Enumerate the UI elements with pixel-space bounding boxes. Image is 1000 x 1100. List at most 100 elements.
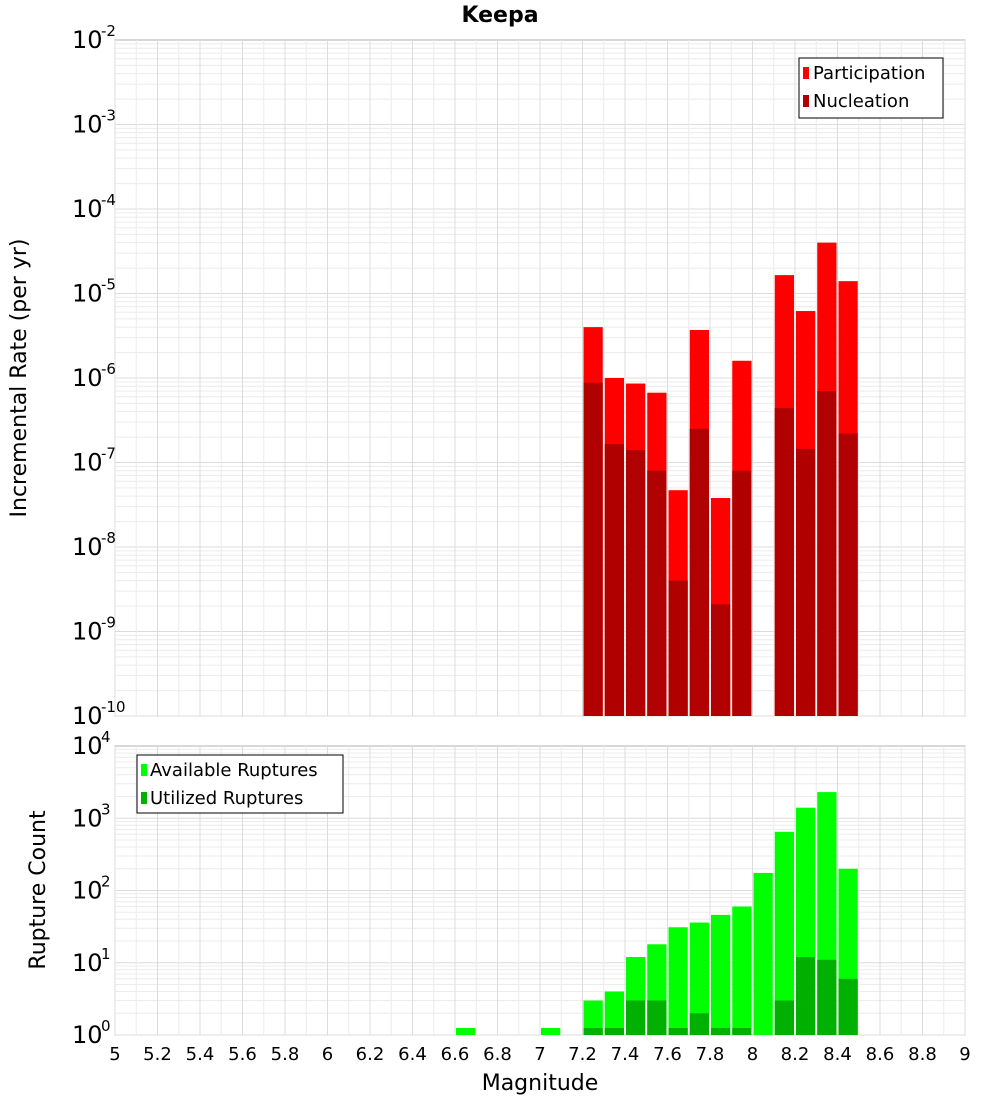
- y-tick-exponent: -6: [101, 360, 116, 378]
- bar-available-ruptures: [604, 991, 624, 1035]
- y-tick-exponent: 4: [101, 728, 111, 746]
- bar-nucleation: [711, 604, 731, 716]
- bar-utilized-ruptures: [604, 1028, 624, 1035]
- y-tick-label: 10: [72, 280, 103, 308]
- legend-swatch-participation: [803, 67, 809, 79]
- bar-nucleation: [796, 448, 816, 716]
- bar-nucleation: [583, 382, 603, 716]
- rate-bars: [583, 242, 858, 717]
- bar-utilized-ruptures: [732, 1028, 752, 1035]
- x-tick-label: 7.4: [611, 1044, 640, 1065]
- bar-available-ruptures: [753, 872, 773, 1035]
- y-tick-label: 10: [72, 702, 103, 730]
- x-ticks: 5 5.2 5.4 5.6 5.8 6 6.2 6.4 6.6 6.8 7 7.2 7.4 7.6 7.8 8…: [109, 1044, 970, 1065]
- bar-nucleation: [689, 428, 709, 716]
- bar-utilized-ruptures: [689, 1013, 709, 1035]
- x-tick-label: 6.4: [398, 1044, 427, 1065]
- y-tick-exponent: 2: [101, 873, 111, 891]
- y-tick-label: 10: [72, 26, 103, 54]
- bar-nucleation: [668, 580, 688, 716]
- bar-nucleation: [817, 391, 837, 716]
- rate-y-axis-label: Incremental Rate (per yr): [7, 239, 32, 518]
- x-tick-label: 5.8: [271, 1044, 300, 1065]
- bar-available-ruptures: [456, 1028, 476, 1035]
- legend-label-available: Available Ruptures: [150, 760, 318, 781]
- bar-utilized-ruptures: [626, 1000, 646, 1035]
- x-tick-label: 6.8: [483, 1044, 512, 1065]
- x-tick-label: 6.6: [441, 1044, 470, 1065]
- bar-available-ruptures: [583, 1000, 603, 1035]
- x-tick-label: 7: [534, 1044, 545, 1065]
- x-tick-label: 8.8: [908, 1044, 937, 1065]
- count-bars: [456, 792, 858, 1035]
- chart-title: Keepa: [461, 3, 538, 28]
- x-axis-label: Magnitude: [482, 1071, 599, 1096]
- bar-nucleation: [774, 408, 794, 716]
- y-tick-exponent: -9: [101, 614, 116, 632]
- bar-available-ruptures: [689, 922, 709, 1035]
- bar-nucleation: [838, 433, 858, 716]
- legend-label-participation: Participation: [813, 63, 925, 84]
- bar-nucleation: [604, 444, 624, 716]
- rate-grid: [114, 40, 966, 717]
- legend-label-nucleation: Nucleation: [813, 91, 909, 112]
- legend-swatch-available: [141, 764, 147, 776]
- x-tick-label: 7.8: [696, 1044, 725, 1065]
- y-tick-label: 10: [72, 533, 103, 561]
- y-tick-label: 10: [72, 804, 103, 832]
- bar-utilized-ruptures: [647, 1000, 667, 1035]
- bar-available-ruptures: [668, 927, 688, 1035]
- x-tick-label: 8.2: [781, 1044, 810, 1065]
- x-tick-label: 6.2: [356, 1044, 385, 1065]
- bar-nucleation: [626, 450, 646, 716]
- y-tick-label: 10: [72, 949, 103, 977]
- legend-swatch-nucleation: [803, 95, 809, 107]
- rate-legend-box: [798, 57, 944, 119]
- bar-utilized-ruptures: [796, 957, 816, 1035]
- x-tick-label: 7.6: [653, 1044, 682, 1065]
- y-tick-label: 10: [72, 449, 103, 477]
- bar-utilized-ruptures: [668, 1028, 688, 1035]
- y-tick-exponent: 3: [101, 800, 111, 818]
- y-tick-label: 10: [72, 195, 103, 223]
- x-tick-label: 7.2: [568, 1044, 597, 1065]
- y-tick-label: 10: [72, 877, 103, 905]
- rate-legend: Participation Nucleation: [798, 57, 944, 119]
- bar-available-ruptures: [732, 906, 752, 1035]
- bar-utilized-ruptures: [817, 959, 837, 1035]
- bar-utilized-ruptures: [711, 1028, 731, 1035]
- y-tick-exponent: -4: [101, 191, 116, 209]
- bar-nucleation: [732, 470, 752, 716]
- y-tick-label: 10: [72, 1021, 103, 1049]
- x-tick-label: 8.6: [866, 1044, 895, 1065]
- count-y-axis-label: Rupture Count: [26, 810, 51, 970]
- y-tick-exponent: -7: [101, 445, 116, 463]
- bar-available-ruptures: [774, 831, 794, 1035]
- legend-swatch-utilized: [141, 792, 147, 804]
- count-legend: Available Ruptures Utilized Ruptures: [136, 754, 344, 814]
- count-legend-box: [136, 754, 344, 814]
- y-tick-exponent: 1: [101, 945, 111, 963]
- bar-nucleation: [647, 470, 667, 716]
- x-tick-label: 8.4: [823, 1044, 852, 1065]
- x-tick-label: 5.6: [228, 1044, 257, 1065]
- x-tick-label: 5.2: [143, 1044, 172, 1065]
- y-tick-exponent: 0: [101, 1017, 111, 1035]
- x-tick-label: 6: [322, 1044, 333, 1065]
- x-tick-label: 5.4: [186, 1044, 215, 1065]
- x-tick-label: 5: [109, 1044, 120, 1065]
- x-tick-label: 8: [747, 1044, 758, 1065]
- y-tick-label: 10: [72, 732, 103, 760]
- y-tick-exponent: -8: [101, 529, 116, 547]
- y-tick-label: 10: [72, 364, 103, 392]
- bar-utilized-ruptures: [583, 1028, 603, 1035]
- y-tick-exponent: -3: [101, 107, 116, 125]
- y-tick-exponent: -10: [101, 698, 126, 716]
- y-tick-label: 10: [72, 111, 103, 139]
- bar-available-ruptures: [541, 1028, 561, 1035]
- x-tick-label: 9: [959, 1044, 970, 1065]
